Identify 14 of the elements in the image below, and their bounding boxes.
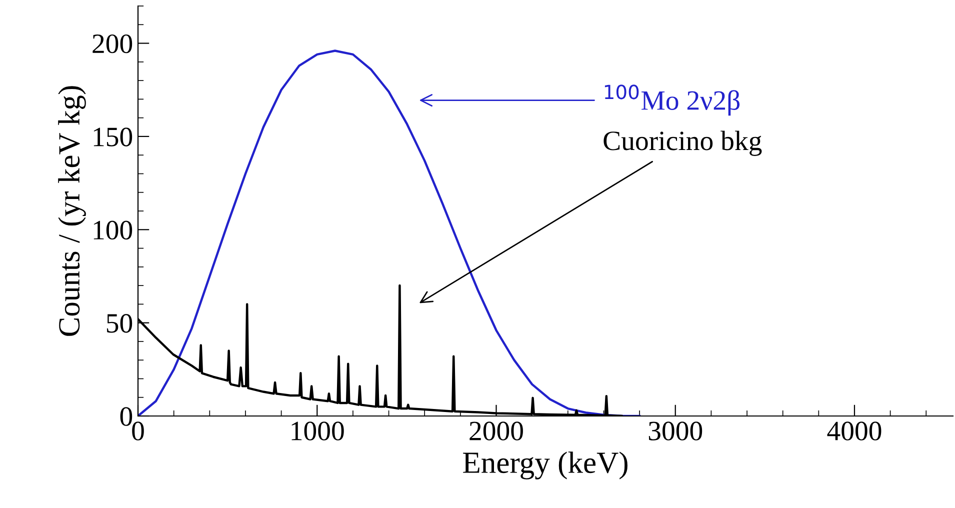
x-tick-label: 2000 [470, 422, 523, 440]
y-tick-label: 0 [120, 407, 132, 426]
x-tick-label: 0 [132, 422, 144, 440]
y-tick-label: 200 [92, 34, 132, 54]
y-tick-label: 100 [94, 220, 132, 240]
x-tick-label: 3000 [648, 422, 702, 440]
x-axis-title: Energy (keV) [463, 452, 628, 480]
annotation: $^{100}$Mo 2ν2β [604, 84, 740, 116]
y-axis-title: Counts / (yr keV kg) [58, 86, 86, 336]
x-tick-label: 1000 [292, 422, 344, 440]
y-tick-label: 150 [94, 128, 132, 146]
y-tick-label: 50 [106, 314, 132, 333]
x-tick-label: 4000 [827, 422, 882, 440]
annotation: Cuoricino bkg [604, 130, 762, 156]
